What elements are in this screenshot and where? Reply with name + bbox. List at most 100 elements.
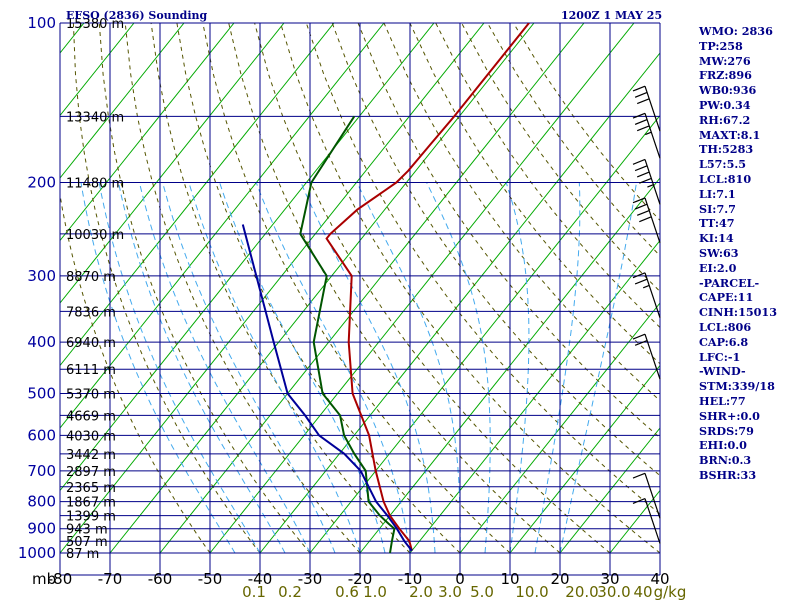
wind-barb-staff <box>644 85 661 132</box>
wind-barb-staff <box>644 159 661 205</box>
chart-title: EFSO (2836) Sounding <box>66 9 208 22</box>
index-item: -PARCEL- <box>699 275 760 290</box>
index-item: HEL:77 <box>699 393 746 408</box>
pressure-unit-label: mb <box>32 570 56 588</box>
height-label: 13340 m <box>66 110 124 125</box>
index-item: TP:258 <box>699 38 743 53</box>
index-item: KI:14 <box>699 231 734 246</box>
isotherm-line <box>60 23 235 242</box>
height-label: 2365 m <box>66 481 116 496</box>
moist-adiabat-line <box>98 182 261 554</box>
index-item: SI:7.7 <box>699 201 736 216</box>
temperature-tick-label: -70 <box>98 570 123 588</box>
index-item: SHR+:0.0 <box>699 408 760 423</box>
index-item: CAP:6.8 <box>699 334 749 349</box>
mixing-ratio-label: 2.0 <box>409 583 433 600</box>
pressure-tick-label: 900 <box>27 520 56 538</box>
wind-barb-staff <box>644 113 661 159</box>
background-lines-layer <box>60 23 660 554</box>
mixing-ratio-label: 0.2 <box>278 583 302 600</box>
wind-barb-layer <box>632 85 661 544</box>
height-label: 87 m <box>66 547 99 562</box>
index-item: TH:5283 <box>699 142 754 157</box>
stability-indices-panel: WMO: 2836 TP:258 MW:276 FRZ:896 WB0:936 PW:0.… <box>699 24 777 483</box>
dry-adiabat-line <box>150 23 411 554</box>
wind-barb-flag <box>636 98 650 105</box>
mixing-ratio-label: 30.0 <box>597 583 630 600</box>
wind-barb-flag <box>636 171 650 178</box>
pressure-tick-label: 300 <box>27 267 56 285</box>
parcel-profile-line <box>241 224 413 552</box>
pressure-tick-label: 500 <box>27 384 56 402</box>
temperature-tick-label: -20 <box>348 570 373 588</box>
dry-adiabat-line <box>254 23 611 554</box>
isotherm-line <box>60 23 485 554</box>
pressure-tick-label: 200 <box>27 174 56 192</box>
isotherm-line <box>60 23 285 304</box>
wind-barb-flag <box>634 91 648 98</box>
wind-barb-flag <box>632 85 646 92</box>
pressure-tick-label: 100 <box>27 14 56 32</box>
index-item: RH:67.2 <box>699 112 751 127</box>
index-item: BSHR:33 <box>699 467 757 482</box>
pressure-tick-label: 600 <box>27 426 56 444</box>
index-item: BRN:0.3 <box>699 453 752 468</box>
temperature-tick-label: -60 <box>148 570 173 588</box>
isotherm-line <box>309 114 660 554</box>
moist-adiabat-line <box>255 182 411 554</box>
temperature-tick-label: -10 <box>398 570 423 588</box>
isotherm-line <box>159 23 585 554</box>
mixing-ratio-label: 40 <box>633 583 652 600</box>
dry-adiabat-line <box>176 23 461 554</box>
isotherm-line <box>60 23 385 429</box>
index-item: WB0:936 <box>699 83 757 98</box>
wind-barb-flag <box>634 339 648 346</box>
moist-adiabat-line <box>426 182 491 554</box>
isotherm-line <box>559 427 660 554</box>
index-item: FRZ:896 <box>699 68 752 83</box>
mixing-ratio-label: g/kg <box>654 583 687 600</box>
mixing-ratio-label: 0.6 <box>335 583 359 600</box>
isotherm-line <box>509 364 660 554</box>
height-label: 943 m <box>66 523 108 538</box>
profile-layer <box>241 23 530 554</box>
wind-barb-flag <box>645 131 652 136</box>
wind-barb-staff <box>644 197 661 244</box>
index-item: -WIND- <box>699 364 746 379</box>
index-item: LI:7.1 <box>699 186 736 201</box>
moist-adiabat-line <box>505 182 530 554</box>
wind-barb-staff <box>644 272 661 319</box>
height-label: 11480 m <box>66 177 124 192</box>
height-label: 4030 m <box>66 429 116 444</box>
isotherm-line <box>359 177 660 554</box>
index-item: PW:0.34 <box>699 97 751 112</box>
wind-barb-flag <box>632 272 646 279</box>
index-item: LCL:810 <box>699 171 752 186</box>
mixing-ratio-label: 0.1 <box>242 583 266 600</box>
isotherm-line <box>60 23 135 117</box>
moist-adiabat-line <box>80 182 236 554</box>
wind-barb-staff <box>644 473 661 519</box>
pressure-tick-label: 700 <box>27 462 56 480</box>
dewpoint-profile-line <box>299 115 396 554</box>
mixing-ratio-label: 3.0 <box>438 583 462 600</box>
index-item: CAPE:11 <box>699 290 754 305</box>
index-item: MW:276 <box>699 53 751 68</box>
temperature-profile-line <box>325 23 530 551</box>
temperature-tick-label: 30 <box>600 570 619 588</box>
pressure-tick-label: 1000 <box>18 544 56 562</box>
moist-adiabat-line <box>138 182 311 554</box>
index-item: SRDS:79 <box>699 423 754 438</box>
wind-barb-flag <box>632 472 646 479</box>
index-item: SW:63 <box>699 245 739 260</box>
wind-barb-flag <box>632 197 646 204</box>
height-label: 6111 m <box>66 363 116 378</box>
temperature-tick-label: -30 <box>298 570 323 588</box>
isotherm-line <box>109 23 535 554</box>
index-item: WMO: 2836 <box>699 24 773 38</box>
height-label: 10030 m <box>66 228 124 243</box>
wind-barb-flag <box>634 119 648 125</box>
index-item: L57:5.5 <box>699 157 747 172</box>
